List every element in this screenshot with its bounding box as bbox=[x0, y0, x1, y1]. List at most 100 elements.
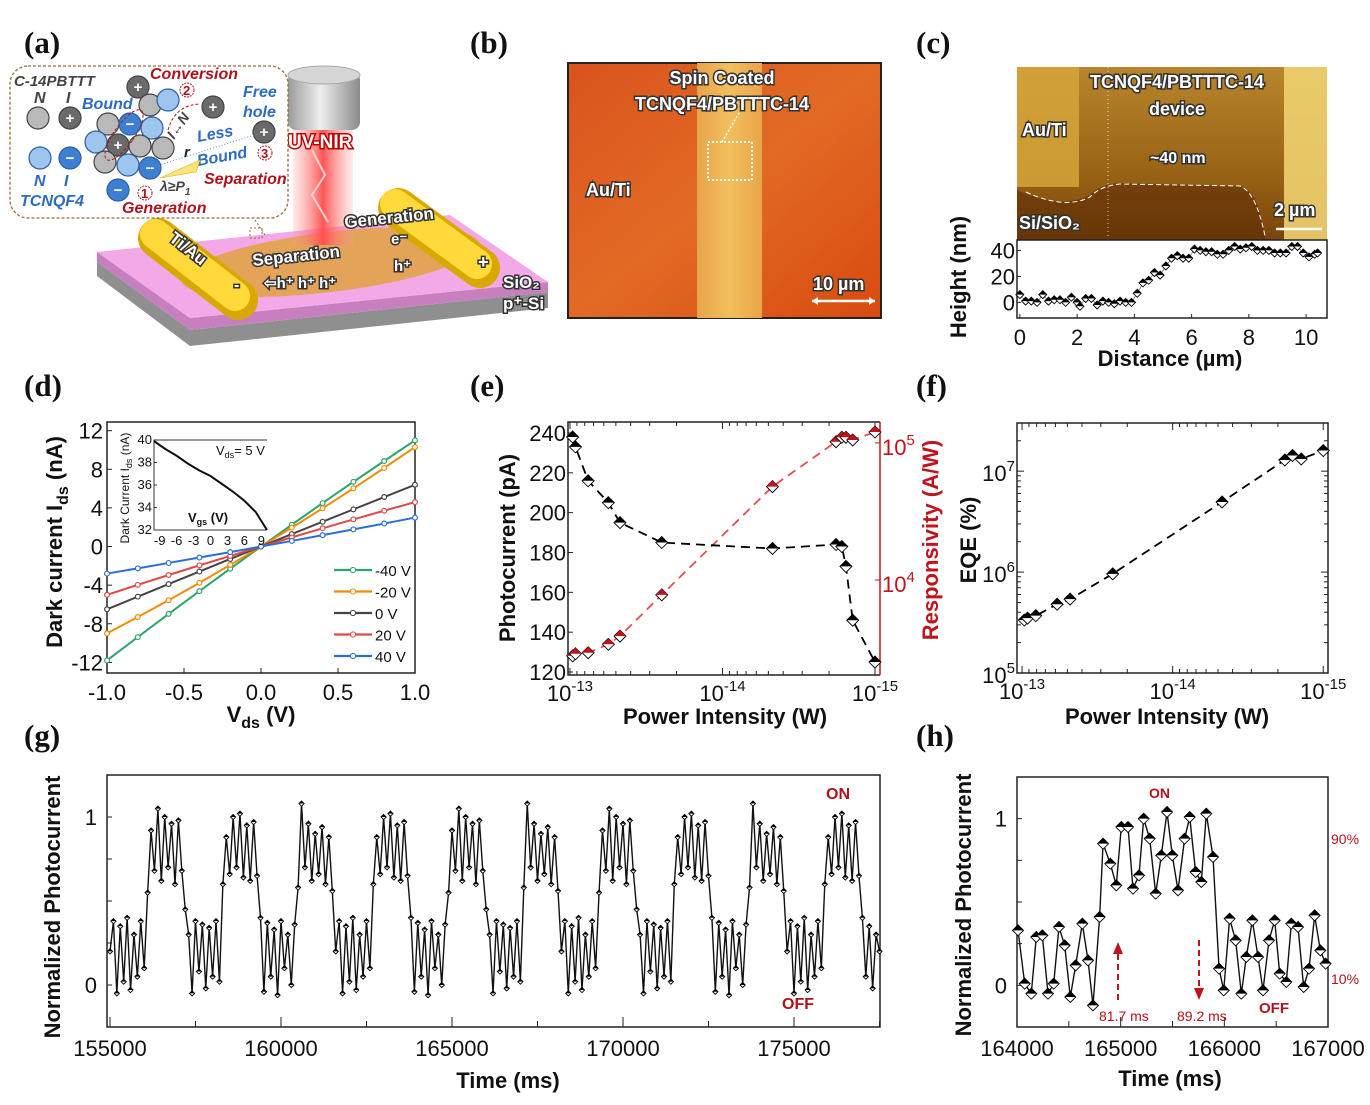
data-point bbox=[134, 614, 141, 621]
switching-cycles-chart: 0 1 155000 160000 165000 170000 175000 bbox=[73, 774, 883, 1061]
y-tick-label: 180 bbox=[529, 540, 566, 565]
data-point bbox=[113, 990, 121, 997]
data-point bbox=[383, 864, 391, 871]
data-point bbox=[1075, 301, 1085, 311]
data-point bbox=[165, 597, 172, 604]
data-point bbox=[137, 917, 145, 925]
electron-label: e⁻ bbox=[391, 231, 407, 248]
y-tick-label: 106 bbox=[982, 559, 1015, 587]
data-point bbox=[164, 864, 172, 871]
data-point bbox=[1223, 912, 1236, 925]
data-point bbox=[1086, 999, 1100, 1012]
data-point bbox=[1061, 297, 1071, 308]
data-point bbox=[284, 931, 292, 938]
data-point bbox=[1126, 882, 1140, 895]
svg-text:−: − bbox=[126, 116, 135, 133]
data-point bbox=[227, 549, 234, 556]
data-point bbox=[165, 610, 172, 617]
data-point bbox=[1195, 875, 1208, 889]
data-point bbox=[1218, 249, 1228, 259]
data-point bbox=[363, 917, 370, 925]
y-tick-label: 1 bbox=[85, 805, 97, 830]
data-point bbox=[1251, 950, 1265, 964]
photocurrent-point bbox=[846, 613, 860, 627]
data-point bbox=[1312, 248, 1323, 258]
data-point bbox=[780, 887, 787, 895]
data-point bbox=[1092, 300, 1102, 310]
panel-label-g: (g) bbox=[24, 718, 60, 753]
hole-label: h⁺ bbox=[394, 258, 411, 275]
data-point bbox=[585, 973, 593, 980]
responsivity-line bbox=[572, 431, 876, 657]
data-point bbox=[640, 990, 647, 997]
data-point bbox=[742, 921, 750, 928]
data-point bbox=[756, 820, 764, 827]
data-point bbox=[147, 827, 155, 834]
data-point bbox=[486, 931, 493, 938]
inset-y-tick-label: 36 bbox=[138, 477, 152, 492]
responsivity-point bbox=[655, 588, 669, 602]
x-tick-label: 10-15 bbox=[852, 678, 898, 706]
data-point bbox=[277, 917, 285, 925]
x-tick-label: 10-13 bbox=[999, 676, 1045, 704]
data-point bbox=[417, 973, 425, 980]
data-point bbox=[606, 805, 613, 812]
step-1-label: 1 bbox=[141, 186, 148, 201]
data-point bbox=[1273, 967, 1286, 980]
data-point bbox=[592, 964, 599, 972]
step-2-label: 2 bbox=[183, 83, 190, 98]
photocurrent-point bbox=[868, 655, 882, 669]
data-point bbox=[1302, 962, 1316, 975]
legend-label: 0 V bbox=[375, 606, 398, 623]
data-point bbox=[219, 880, 227, 888]
x-tick-label: 160000 bbox=[244, 1036, 317, 1061]
step-3-label: 3 bbox=[261, 146, 268, 161]
data-point bbox=[227, 561, 234, 568]
data-point bbox=[381, 464, 388, 471]
panel-label-f: (f) bbox=[916, 368, 947, 403]
data-point bbox=[503, 985, 510, 992]
data-point bbox=[196, 562, 203, 569]
dopant-neutral-label: N bbox=[34, 173, 46, 190]
data-point bbox=[120, 978, 127, 985]
data-point bbox=[612, 813, 620, 821]
legend-item: -20 V bbox=[334, 585, 411, 602]
bound-pair-outline bbox=[104, 109, 144, 161]
data-point bbox=[267, 973, 274, 980]
lambda-label: λ≥P1 bbox=[159, 178, 191, 198]
dopant-neutral-molecule bbox=[116, 153, 140, 177]
data-point bbox=[229, 813, 237, 821]
svg-text:+: + bbox=[260, 124, 269, 141]
data-point bbox=[575, 914, 582, 922]
inset-x-tick-label: 6 bbox=[241, 533, 248, 548]
data-point bbox=[544, 823, 551, 831]
data-point bbox=[1041, 987, 1055, 1000]
separation-path bbox=[149, 131, 265, 169]
data-point bbox=[421, 926, 428, 933]
panel-labels: (a) (b) (c) (d) (e) (f) (g) (h) bbox=[24, 25, 954, 753]
data-point bbox=[319, 505, 326, 512]
data-point bbox=[414, 919, 422, 927]
conversion-arrow bbox=[167, 103, 201, 131]
data-point bbox=[1132, 869, 1146, 882]
minus-terminal: - bbox=[234, 277, 239, 294]
e-x-axis-label: Power Intensity (W) bbox=[623, 704, 827, 729]
data-point bbox=[216, 978, 223, 985]
data-point bbox=[134, 973, 141, 980]
data-point bbox=[595, 889, 603, 896]
h-on-label: ON bbox=[1149, 785, 1170, 801]
data-point bbox=[1160, 805, 1174, 819]
level-90-label: 90% bbox=[1331, 831, 1359, 847]
data-point bbox=[250, 818, 257, 826]
generation-inset-label: Generation bbox=[122, 200, 207, 217]
data-point bbox=[554, 887, 562, 895]
dopant-neutral-molecule bbox=[84, 130, 108, 154]
data-point bbox=[110, 917, 117, 925]
data-point bbox=[240, 874, 247, 881]
data-point bbox=[712, 988, 719, 995]
data-point bbox=[233, 864, 240, 871]
photocurrent-point bbox=[601, 496, 615, 510]
data-point bbox=[212, 917, 220, 925]
y-tick-label: 8 bbox=[91, 457, 103, 482]
